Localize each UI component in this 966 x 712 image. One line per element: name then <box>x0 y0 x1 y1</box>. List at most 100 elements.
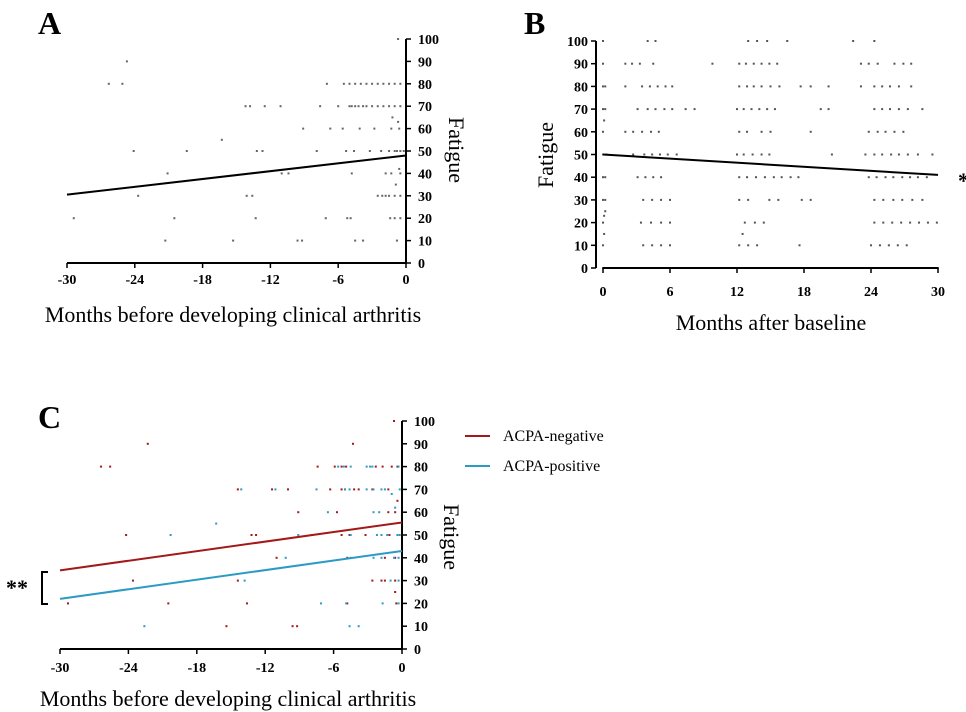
x-tick-label: -18 <box>187 661 206 676</box>
data-point <box>888 108 891 111</box>
regression-line <box>602 153 939 176</box>
data-point <box>744 62 747 65</box>
data-point <box>658 153 661 156</box>
data-point <box>890 153 893 156</box>
data-point <box>319 105 322 108</box>
data-point <box>345 465 348 468</box>
y-tick-label: 60 <box>414 506 428 521</box>
data-point <box>351 442 354 445</box>
data-point <box>881 153 884 156</box>
y-tick-label: 100 <box>567 35 588 50</box>
data-point <box>399 194 402 197</box>
data-point <box>797 176 800 179</box>
data-point <box>624 85 627 88</box>
data-point <box>369 465 372 468</box>
data-point <box>254 217 257 220</box>
x-tick-label: -12 <box>261 273 280 288</box>
data-point <box>602 221 604 224</box>
data-point <box>654 40 657 42</box>
data-point <box>365 465 368 468</box>
data-point <box>291 625 294 628</box>
data-point <box>394 556 397 559</box>
data-point <box>760 153 763 156</box>
data-point <box>902 130 905 133</box>
panel-b-regression <box>602 153 939 176</box>
x-tick-label: -24 <box>119 661 138 676</box>
data-point <box>664 85 667 88</box>
data-point <box>249 105 252 108</box>
y-tick-label: 100 <box>414 415 435 430</box>
panel-a-letter: A <box>38 5 61 41</box>
y-tick-label: 50 <box>414 529 428 544</box>
data-point <box>373 127 376 130</box>
data-point <box>711 62 714 65</box>
data-point <box>320 602 323 605</box>
data-point <box>245 602 248 605</box>
data-point <box>738 85 741 88</box>
data-point <box>873 221 876 224</box>
panel-b-letter: B <box>524 5 545 41</box>
y-tick-label: 0 <box>581 262 588 277</box>
x-tick-label: -6 <box>332 273 344 288</box>
data-point <box>397 556 400 559</box>
data-point <box>738 198 741 201</box>
data-point <box>870 244 872 247</box>
data-point <box>365 105 368 108</box>
data-point <box>384 172 387 175</box>
data-point <box>357 488 360 491</box>
data-point <box>651 244 654 247</box>
data-point <box>789 176 792 179</box>
data-point <box>302 127 305 130</box>
data-point <box>365 82 368 85</box>
data-point <box>738 244 741 247</box>
data-point <box>742 153 745 156</box>
data-point <box>329 488 332 491</box>
data-point <box>372 556 375 559</box>
data-point <box>301 239 304 242</box>
x-tick-label: 18 <box>797 285 811 300</box>
data-point <box>758 108 761 111</box>
regression-line <box>66 154 407 196</box>
data-point <box>876 130 879 133</box>
y-tick-label: 70 <box>574 103 588 118</box>
data-point <box>747 40 750 42</box>
x-tick-label: -24 <box>125 273 144 288</box>
data-point <box>394 579 397 582</box>
x-tick-label: 0 <box>403 273 410 288</box>
data-point <box>893 62 896 65</box>
data-point <box>643 153 646 156</box>
data-point <box>777 198 780 201</box>
data-point <box>271 488 274 491</box>
panel-c-points <box>66 420 403 650</box>
y-tick-label: 80 <box>414 461 428 476</box>
data-point <box>916 176 919 179</box>
data-point <box>892 176 895 179</box>
data-point <box>852 40 855 42</box>
y-tick-label: 40 <box>418 167 432 182</box>
data-point <box>881 108 884 111</box>
data-point <box>693 108 696 111</box>
data-point <box>873 108 876 111</box>
data-point <box>768 198 771 201</box>
data-point <box>778 85 781 88</box>
data-point <box>752 85 755 88</box>
data-point <box>261 150 264 152</box>
data-point <box>240 488 243 491</box>
data-point <box>760 62 763 65</box>
data-point <box>390 465 393 468</box>
data-point <box>348 82 351 85</box>
data-point <box>263 105 266 108</box>
data-point <box>348 625 351 628</box>
data-point <box>132 150 135 152</box>
data-point <box>340 465 343 468</box>
data-point <box>394 511 397 514</box>
data-point <box>72 217 75 220</box>
data-point <box>348 534 351 536</box>
data-point <box>371 82 374 85</box>
data-point <box>381 602 384 605</box>
x-tick-label: -30 <box>58 273 77 288</box>
x-tick-label: -30 <box>51 661 70 676</box>
data-point <box>388 150 391 152</box>
panel-a-x-title: Months before developing clinical arthri… <box>45 302 421 327</box>
data-point <box>399 150 402 152</box>
